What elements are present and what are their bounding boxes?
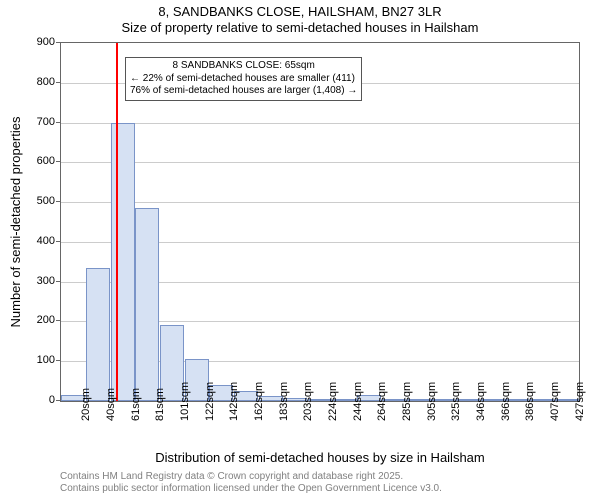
x-tick-label: 325sqm: [450, 405, 462, 421]
gridline: [61, 202, 579, 203]
gridline: [61, 162, 579, 163]
y-tick-mark: [56, 241, 60, 242]
x-tick-label: 386sqm: [524, 405, 536, 421]
y-tick-mark: [56, 400, 60, 401]
footer-line-2: Contains public sector information licen…: [60, 483, 442, 495]
histogram-bar: [135, 208, 159, 401]
x-tick-label: 285sqm: [401, 405, 413, 421]
x-tick-label: 407sqm: [549, 405, 561, 421]
y-tick-label: 200: [15, 314, 55, 326]
y-tick-mark: [56, 360, 60, 361]
y-tick-label: 400: [15, 235, 55, 247]
y-tick-mark: [56, 281, 60, 282]
annotation-line-2: ← 22% of semi-detached houses are smalle…: [130, 73, 357, 86]
y-tick-mark: [56, 42, 60, 43]
y-tick-label: 0: [15, 394, 55, 406]
y-tick-mark: [56, 122, 60, 123]
title-line-2: Size of property relative to semi-detach…: [0, 20, 600, 35]
y-tick-label: 500: [15, 195, 55, 207]
footer-attribution: Contains HM Land Registry data © Crown c…: [60, 471, 442, 495]
x-tick-label: 183sqm: [278, 405, 290, 421]
x-tick-label: 224sqm: [327, 405, 339, 421]
title-line-1: 8, SANDBANKS CLOSE, HAILSHAM, BN27 3LR: [0, 4, 600, 19]
x-tick-label: 427sqm: [574, 405, 586, 421]
annotation-box: 8 SANDBANKS CLOSE: 65sqm← 22% of semi-de…: [125, 57, 362, 101]
histogram-bar: [86, 268, 110, 401]
x-tick-label: 122sqm: [204, 405, 216, 421]
x-tick-label: 101sqm: [179, 405, 191, 421]
chart-container: 8, SANDBANKS CLOSE, HAILSHAM, BN27 3LR S…: [0, 0, 600, 500]
annotation-line-3: 76% of semi-detached houses are larger (…: [130, 85, 357, 98]
x-tick-label: 61sqm: [130, 405, 142, 421]
y-tick-mark: [56, 320, 60, 321]
x-tick-label: 203sqm: [302, 405, 314, 421]
x-tick-label: 20sqm: [80, 405, 92, 421]
y-axis-title: Number of semi-detached properties: [8, 117, 23, 328]
x-tick-label: 142sqm: [228, 405, 240, 421]
x-tick-label: 81sqm: [154, 405, 166, 421]
property-marker-line: [116, 43, 118, 401]
y-tick-label: 100: [15, 354, 55, 366]
y-tick-mark: [56, 161, 60, 162]
x-axis-title: Distribution of semi-detached houses by …: [60, 450, 580, 465]
y-tick-label: 800: [15, 76, 55, 88]
y-tick-mark: [56, 82, 60, 83]
gridline: [61, 123, 579, 124]
plot-area: 8 SANDBANKS CLOSE: 65sqm← 22% of semi-de…: [60, 42, 580, 402]
y-tick-label: 600: [15, 155, 55, 167]
x-tick-label: 244sqm: [352, 405, 364, 421]
x-tick-label: 346sqm: [475, 405, 487, 421]
footer-line-1: Contains HM Land Registry data © Crown c…: [60, 471, 442, 483]
histogram-bar: [111, 123, 135, 401]
y-tick-label: 900: [15, 36, 55, 48]
x-tick-label: 366sqm: [500, 405, 512, 421]
annotation-line-1: 8 SANDBANKS CLOSE: 65sqm: [130, 60, 357, 73]
x-tick-label: 264sqm: [376, 405, 388, 421]
x-tick-label: 40sqm: [105, 405, 117, 421]
y-tick-label: 700: [15, 116, 55, 128]
x-tick-label: 162sqm: [253, 405, 265, 421]
x-tick-label: 305sqm: [426, 405, 438, 421]
y-tick-mark: [56, 201, 60, 202]
y-tick-label: 300: [15, 275, 55, 287]
